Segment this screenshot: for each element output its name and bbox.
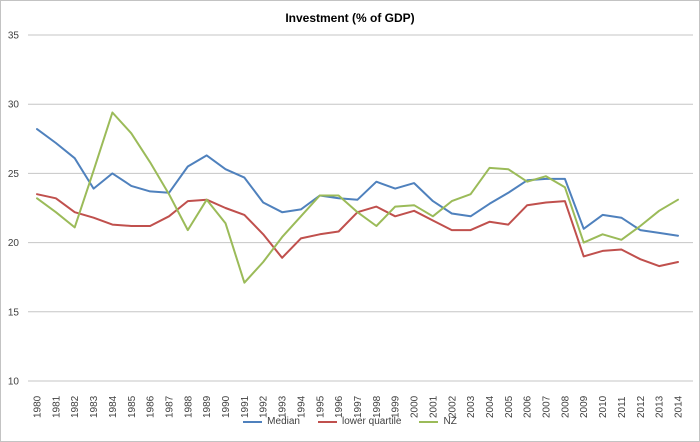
x-axis-tick-label: 1984 <box>108 395 119 418</box>
x-axis-tick-label: 2012 <box>636 395 647 418</box>
x-axis-tick-label: 2010 <box>598 395 609 418</box>
legend-line-swatch <box>243 420 263 423</box>
legend-label: Median <box>267 416 300 427</box>
x-axis-tick-label: 1994 <box>296 395 307 418</box>
x-axis-tick-label: 1993 <box>278 395 289 418</box>
legend-label: lower quartile <box>341 416 402 427</box>
x-axis-tick-label: 2006 <box>523 395 534 418</box>
x-axis-tick-label: 2013 <box>655 395 666 418</box>
x-axis-tick-label: 1981 <box>51 395 62 418</box>
legend-item-median: Median <box>243 416 300 427</box>
x-axis-tick-label: 2004 <box>485 395 496 418</box>
legend-item-nz: NZ <box>419 416 457 427</box>
x-axis-tick-label: 1983 <box>89 395 100 418</box>
x-axis-tick-label: 1997 <box>353 395 364 418</box>
x-axis-tick-label: 2003 <box>466 395 477 418</box>
x-axis-tick-label: 1999 <box>391 395 402 418</box>
series-line-lower-quartile <box>36 193 679 268</box>
legend-item-lower-quartile: lower quartile <box>317 416 402 427</box>
x-axis-tick-label: 1982 <box>70 395 81 418</box>
chart-title: Investment (% of GDP) <box>285 11 415 25</box>
y-axis-tick-label: 35 <box>8 31 20 42</box>
x-axis-tick-label: 2014 <box>674 395 685 418</box>
x-axis-tick-label: 1995 <box>315 395 326 418</box>
x-axis-tick-label: 2001 <box>428 395 439 418</box>
series-line-nz <box>36 111 679 284</box>
x-axis-tick-label: 1985 <box>127 395 138 418</box>
x-axis-tick-label: 2008 <box>560 395 571 418</box>
legend-line-swatch <box>317 420 337 423</box>
chart-legend: Median lower quartile NZ <box>1 416 699 427</box>
x-axis-tick-label: 1987 <box>165 395 176 418</box>
series-line-median <box>36 128 679 237</box>
y-axis-tick-label: 20 <box>8 238 20 249</box>
x-axis-tick-label: 1980 <box>33 395 44 418</box>
legend-line-swatch <box>419 420 439 423</box>
x-axis-tick-label: 1991 <box>240 395 251 418</box>
x-axis-tick-label: 2005 <box>504 395 515 418</box>
x-axis-tick-label: 1990 <box>221 395 232 418</box>
x-axis-tick-label: 2009 <box>579 395 590 418</box>
y-axis-tick-label: 30 <box>8 100 20 111</box>
x-axis-tick-label: 2011 <box>617 396 628 418</box>
x-axis-tick-label: 1986 <box>146 395 157 418</box>
x-axis-tick-label: 2007 <box>542 395 553 418</box>
x-axis-tick-label: 2000 <box>410 395 421 418</box>
y-axis-tick-label: 10 <box>8 377 20 388</box>
x-axis-tick-label: 1998 <box>372 395 383 418</box>
x-axis-tick-label: 1992 <box>259 395 270 418</box>
x-axis-tick-label: 2002 <box>447 395 458 418</box>
legend-label: NZ <box>443 416 457 427</box>
y-axis-tick-label: 15 <box>8 307 20 318</box>
x-axis-tick-label: 1988 <box>183 395 194 418</box>
y-axis-tick-label: 25 <box>8 169 20 180</box>
x-axis-tick-label: 1996 <box>334 395 345 418</box>
x-axis-tick-label: 1989 <box>202 395 213 418</box>
